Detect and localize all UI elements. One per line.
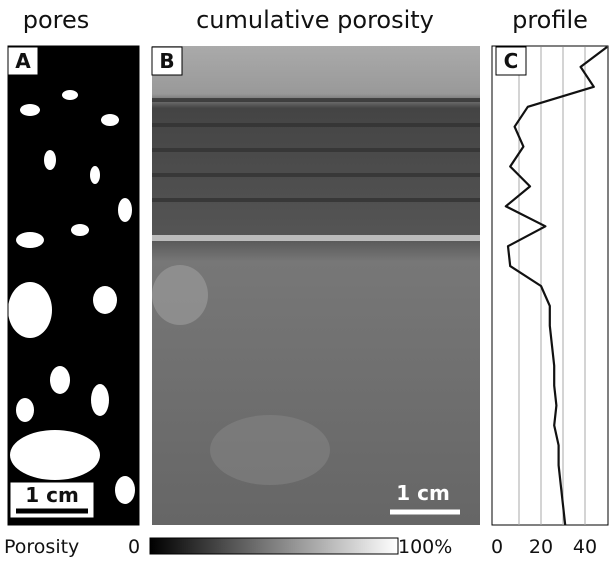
panel-label: B	[159, 49, 174, 73]
panel-title: profile	[512, 6, 588, 34]
colorbar-max: 100%	[398, 536, 452, 558]
scale-bar-label: 1 cm	[25, 483, 79, 507]
scale-bar-label: 1 cm	[396, 481, 450, 505]
pores-image	[7, 45, 140, 526]
panel-title: pores	[23, 6, 90, 34]
colorbar-label: Porosity	[4, 536, 79, 558]
colorbar-min: 0	[128, 536, 140, 558]
porosity-image	[152, 46, 480, 525]
panel-label: A	[15, 49, 31, 73]
panel-title: cumulative porosity	[196, 6, 434, 34]
x-tick-label: 40	[573, 536, 597, 558]
profile-line	[504, 46, 608, 526]
x-tick-label: 0	[491, 536, 503, 558]
profile-frame	[491, 45, 609, 526]
x-tick-label: 20	[529, 536, 553, 558]
panel-label: C	[504, 49, 519, 73]
